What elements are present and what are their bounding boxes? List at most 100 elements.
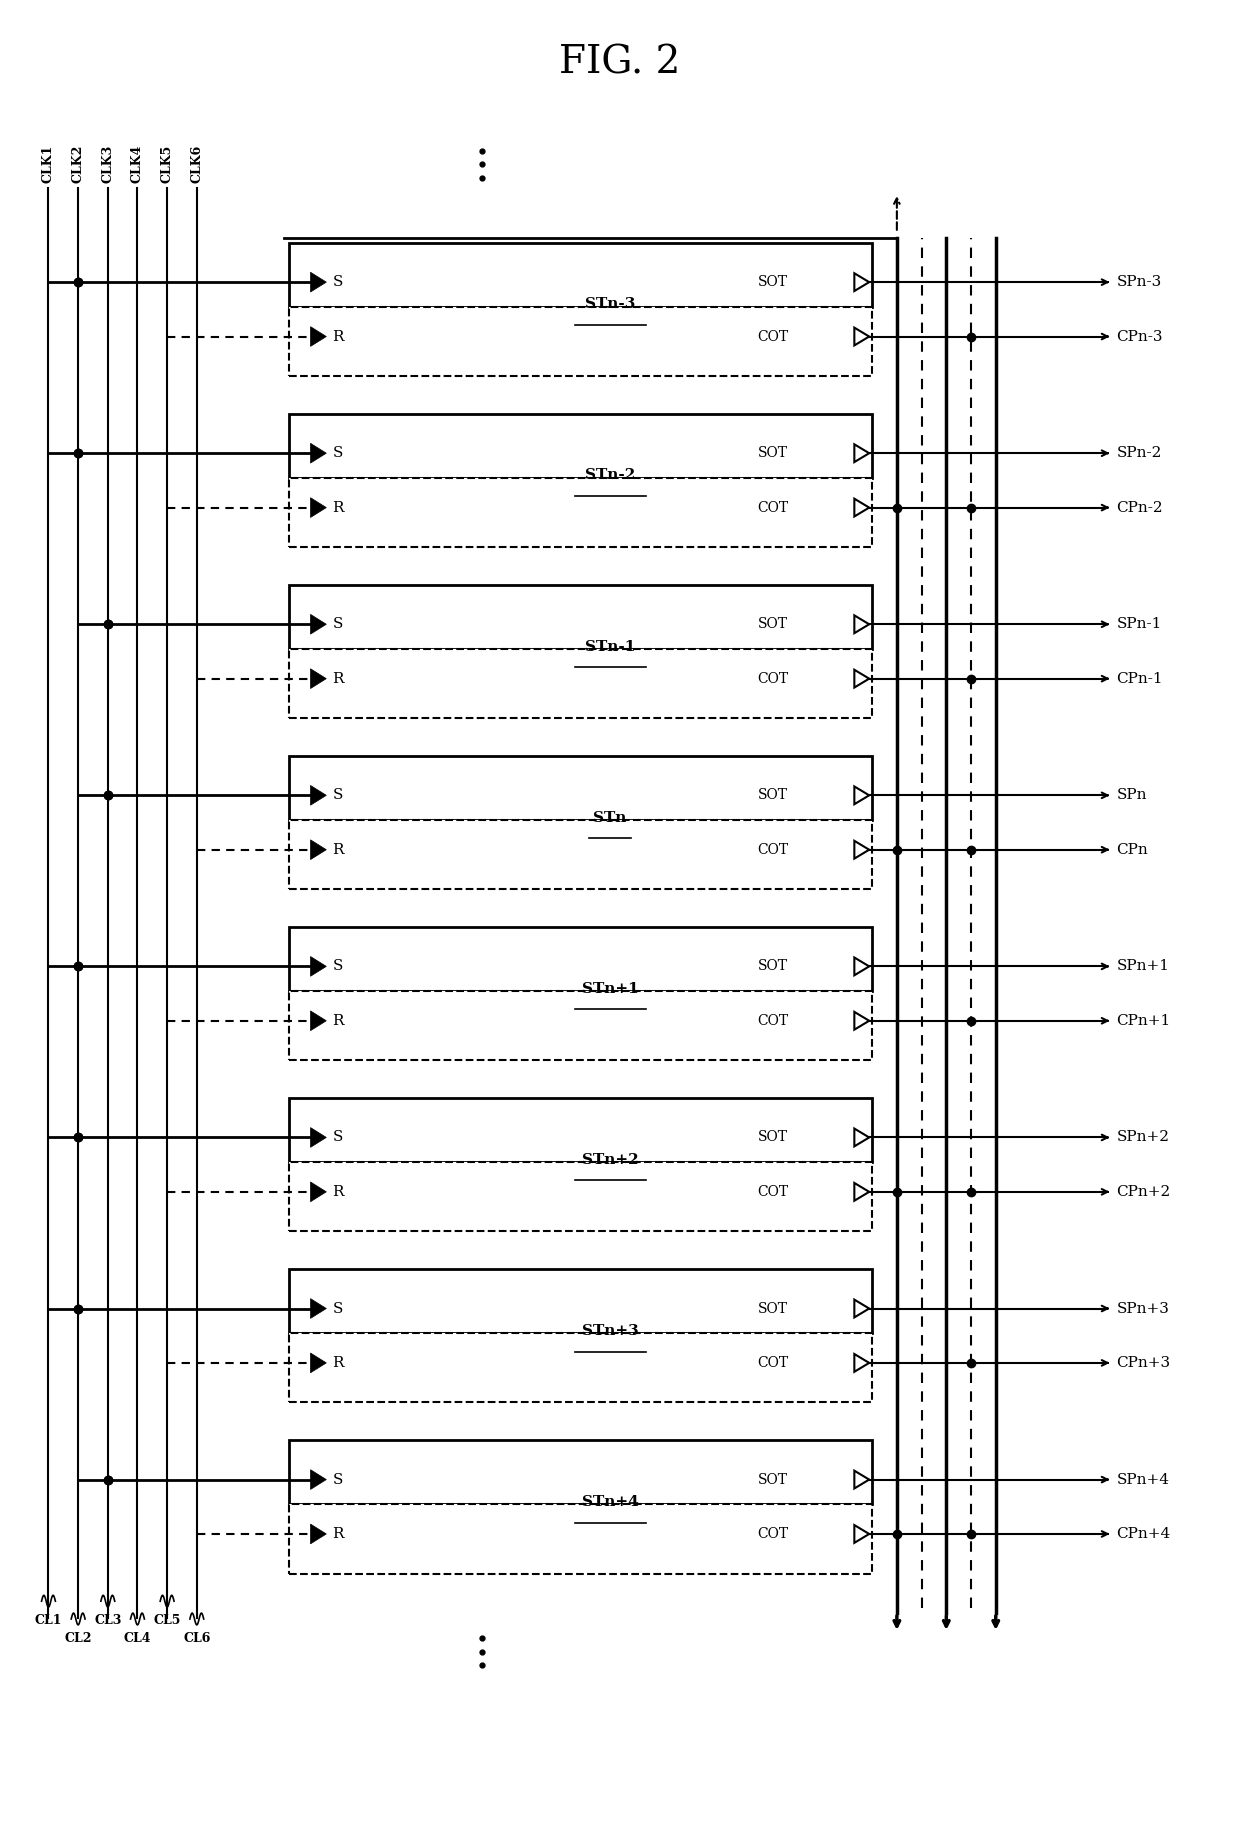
Polygon shape bbox=[310, 956, 326, 976]
Text: CPn-2: CPn-2 bbox=[1116, 500, 1163, 515]
Bar bbox=[289, 307, 872, 376]
Text: SPn+4: SPn+4 bbox=[1116, 1473, 1169, 1487]
Text: STn: STn bbox=[594, 810, 626, 825]
Text: S: S bbox=[334, 1130, 343, 1144]
Text: COT: COT bbox=[758, 672, 789, 686]
Bar bbox=[289, 1099, 872, 1163]
Text: SPn+1: SPn+1 bbox=[1116, 960, 1169, 973]
Text: SPn+2: SPn+2 bbox=[1116, 1130, 1169, 1144]
Text: R: R bbox=[332, 500, 343, 515]
Text: COT: COT bbox=[758, 500, 789, 515]
Text: CL1: CL1 bbox=[35, 1613, 62, 1628]
Text: COT: COT bbox=[758, 1184, 789, 1199]
Text: CLK6: CLK6 bbox=[190, 144, 203, 183]
Polygon shape bbox=[310, 1011, 326, 1031]
Polygon shape bbox=[310, 1469, 326, 1489]
Text: R: R bbox=[332, 1184, 343, 1199]
Bar bbox=[289, 584, 872, 650]
Text: CPn+2: CPn+2 bbox=[1116, 1184, 1171, 1199]
Bar bbox=[289, 243, 872, 307]
Text: SOT: SOT bbox=[759, 960, 789, 973]
Text: CLK3: CLK3 bbox=[102, 144, 114, 183]
Bar bbox=[289, 414, 872, 478]
Text: COT: COT bbox=[758, 1013, 789, 1027]
Text: STn-3: STn-3 bbox=[585, 297, 635, 312]
Bar bbox=[289, 756, 872, 819]
Polygon shape bbox=[310, 1352, 326, 1372]
Text: SOT: SOT bbox=[759, 788, 789, 803]
Bar bbox=[289, 1334, 872, 1402]
Text: S: S bbox=[334, 617, 343, 631]
Text: R: R bbox=[332, 1528, 343, 1540]
Polygon shape bbox=[310, 1524, 326, 1544]
Text: CLK5: CLK5 bbox=[161, 144, 174, 183]
Polygon shape bbox=[310, 327, 326, 347]
Text: FIG. 2: FIG. 2 bbox=[559, 46, 681, 82]
Polygon shape bbox=[310, 615, 326, 633]
Polygon shape bbox=[310, 1183, 326, 1201]
Text: R: R bbox=[332, 672, 343, 686]
Text: S: S bbox=[334, 1301, 343, 1316]
Text: SOT: SOT bbox=[759, 1130, 789, 1144]
Polygon shape bbox=[310, 272, 326, 292]
Bar bbox=[289, 1268, 872, 1334]
Polygon shape bbox=[310, 1128, 326, 1148]
Text: CL4: CL4 bbox=[124, 1632, 151, 1644]
Text: CL2: CL2 bbox=[64, 1632, 92, 1644]
Text: S: S bbox=[334, 788, 343, 803]
Text: COT: COT bbox=[758, 1356, 789, 1371]
Bar bbox=[289, 1163, 872, 1232]
Text: R: R bbox=[332, 1356, 343, 1371]
Text: CLK4: CLK4 bbox=[131, 144, 144, 183]
Bar bbox=[289, 1504, 872, 1573]
Text: COT: COT bbox=[758, 330, 789, 343]
Text: CPn+4: CPn+4 bbox=[1116, 1528, 1171, 1540]
Text: CLK1: CLK1 bbox=[42, 144, 55, 183]
Text: SPn: SPn bbox=[1116, 788, 1147, 803]
Text: STn+4: STn+4 bbox=[582, 1495, 639, 1509]
Text: SOT: SOT bbox=[759, 276, 789, 288]
Text: STn+1: STn+1 bbox=[582, 982, 639, 996]
Bar bbox=[289, 1440, 872, 1504]
Polygon shape bbox=[310, 443, 326, 464]
Text: R: R bbox=[332, 330, 343, 343]
Polygon shape bbox=[310, 668, 326, 688]
Polygon shape bbox=[310, 785, 326, 805]
Polygon shape bbox=[310, 1299, 326, 1318]
Text: SPn-2: SPn-2 bbox=[1116, 445, 1162, 460]
Text: STn+3: STn+3 bbox=[582, 1323, 639, 1338]
Text: S: S bbox=[334, 1473, 343, 1487]
Text: STn-1: STn-1 bbox=[585, 639, 635, 653]
Text: SOT: SOT bbox=[759, 445, 789, 460]
Text: COT: COT bbox=[758, 843, 789, 856]
Polygon shape bbox=[310, 840, 326, 860]
Bar bbox=[289, 650, 872, 719]
Text: CL6: CL6 bbox=[184, 1632, 211, 1644]
Text: SOT: SOT bbox=[759, 1301, 789, 1316]
Polygon shape bbox=[310, 498, 326, 518]
Text: CPn+1: CPn+1 bbox=[1116, 1013, 1171, 1027]
Text: R: R bbox=[332, 1013, 343, 1027]
Text: SOT: SOT bbox=[759, 1473, 789, 1487]
Bar bbox=[289, 991, 872, 1060]
Text: COT: COT bbox=[758, 1528, 789, 1540]
Text: CPn-1: CPn-1 bbox=[1116, 672, 1163, 686]
Text: S: S bbox=[334, 276, 343, 288]
Bar bbox=[289, 927, 872, 991]
Text: S: S bbox=[334, 445, 343, 460]
Text: CPn+3: CPn+3 bbox=[1116, 1356, 1171, 1371]
Text: CL5: CL5 bbox=[154, 1613, 181, 1628]
Bar bbox=[289, 478, 872, 548]
Text: STn+2: STn+2 bbox=[582, 1153, 639, 1166]
Text: SOT: SOT bbox=[759, 617, 789, 631]
Text: SPn-1: SPn-1 bbox=[1116, 617, 1162, 631]
Text: STn-2: STn-2 bbox=[585, 469, 635, 482]
Text: R: R bbox=[332, 843, 343, 856]
Text: CL3: CL3 bbox=[94, 1613, 122, 1628]
Text: CLK2: CLK2 bbox=[72, 144, 84, 183]
Text: S: S bbox=[334, 960, 343, 973]
Text: CPn: CPn bbox=[1116, 843, 1148, 856]
Bar bbox=[289, 819, 872, 889]
Text: SPn+3: SPn+3 bbox=[1116, 1301, 1169, 1316]
Text: CPn-3: CPn-3 bbox=[1116, 330, 1163, 343]
